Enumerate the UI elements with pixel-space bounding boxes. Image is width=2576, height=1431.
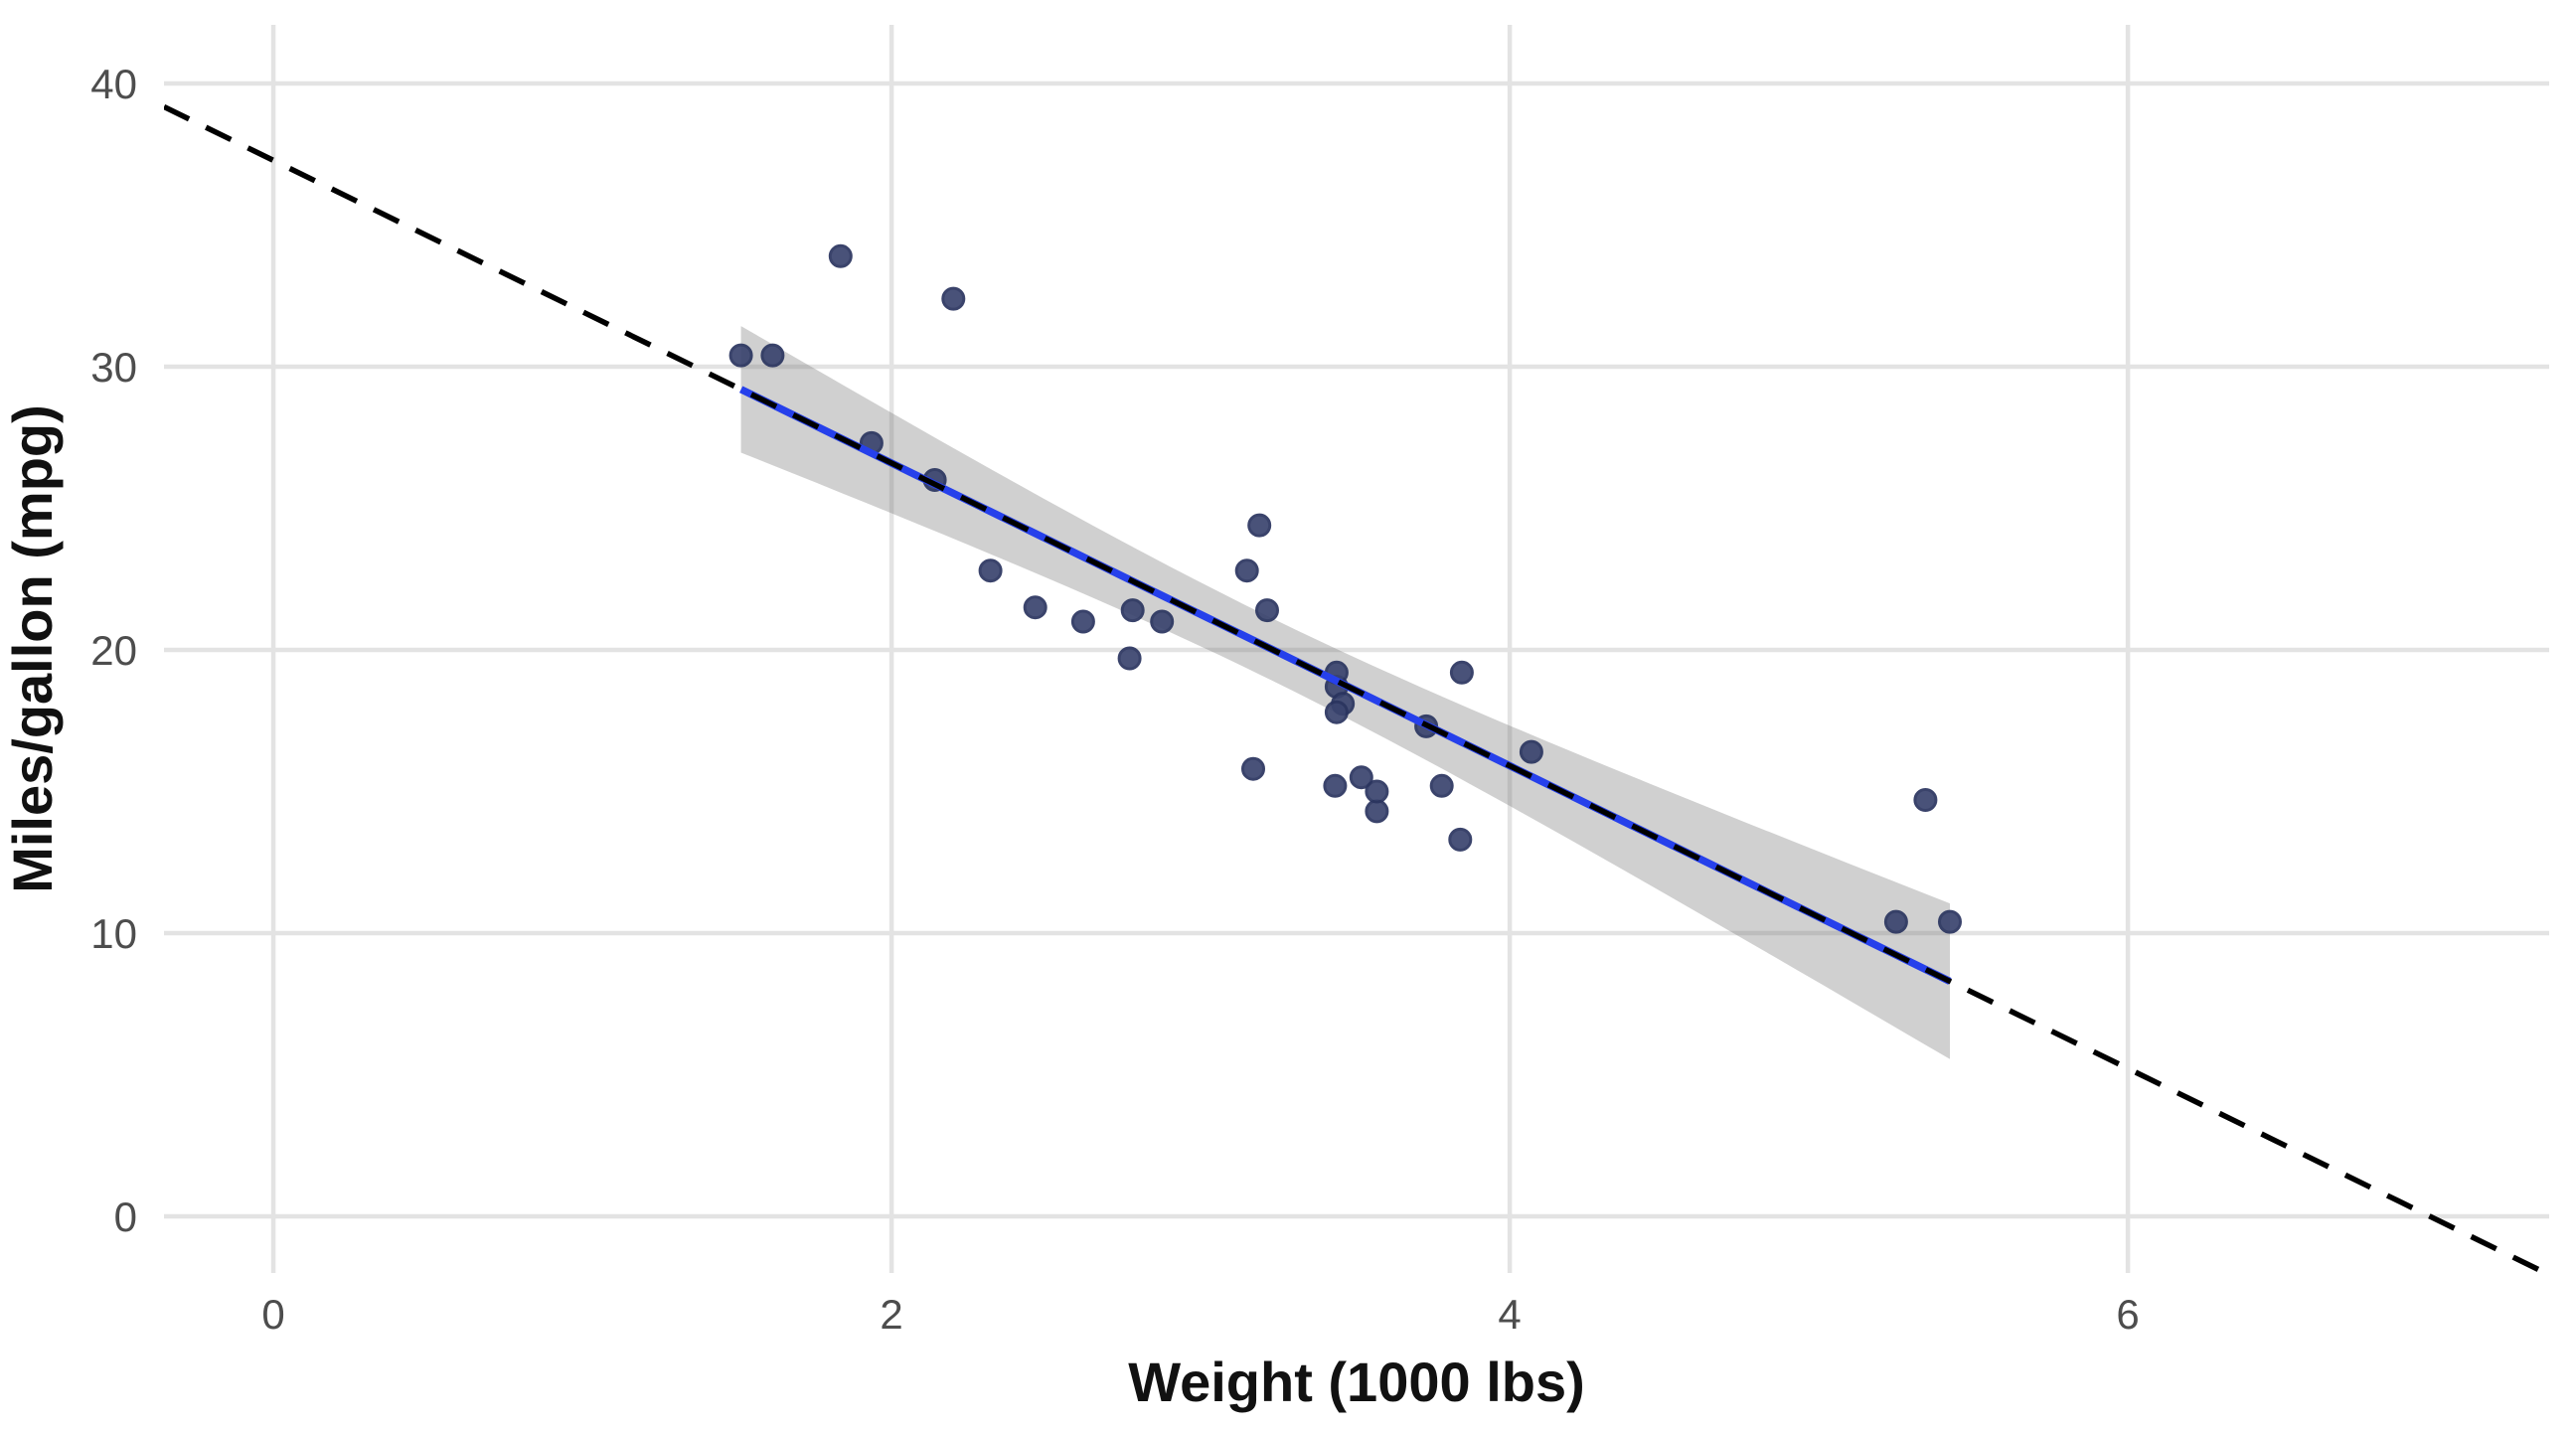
data-point (1023, 595, 1047, 620)
data-point (1247, 513, 1272, 538)
data-point (1255, 598, 1279, 623)
data-point (1323, 773, 1348, 798)
data-point (1449, 660, 1474, 685)
data-point (1883, 909, 1908, 934)
data-point (941, 286, 966, 311)
data-point (1117, 646, 1142, 671)
x-tick-label: 2 (880, 1291, 902, 1338)
dashed-abline (164, 103, 2549, 1273)
data-point (1349, 765, 1373, 790)
data-point (1150, 609, 1175, 634)
data-point (1234, 558, 1259, 583)
axis-tick-labels-layer: 0 2 4 6 0 10 20 30 40 (90, 61, 2140, 1338)
data-point (1448, 827, 1473, 852)
y-axis-title: Miles/gallon (mpg) (1, 404, 64, 893)
data-point (1519, 739, 1543, 764)
y-tick-label: 40 (90, 61, 137, 107)
regression-line-layer (164, 103, 2549, 1273)
y-tick-label: 20 (90, 627, 137, 674)
data-point (1938, 909, 1962, 934)
x-axis-title: Weight (1000 lbs) (1128, 1351, 1585, 1413)
data-point (1365, 799, 1389, 824)
data-point (1070, 609, 1095, 634)
y-tick-label: 10 (90, 910, 137, 957)
y-tick-label: 0 (114, 1193, 137, 1240)
data-point (1324, 700, 1349, 724)
y-tick-label: 30 (90, 344, 137, 391)
grid-layer (164, 25, 2549, 1273)
x-tick-label: 0 (261, 1291, 284, 1338)
data-point (728, 343, 753, 368)
data-point (1913, 788, 1938, 812)
data-point (1241, 756, 1265, 781)
data-point (760, 343, 785, 368)
data-point (1120, 598, 1145, 623)
data-point (978, 558, 1003, 583)
x-tick-label: 6 (2116, 1291, 2139, 1338)
data-point (1365, 779, 1389, 804)
x-tick-label: 4 (1498, 1291, 1521, 1338)
data-point (828, 243, 853, 268)
data-point (1429, 773, 1454, 798)
data-points-layer (728, 243, 1962, 934)
